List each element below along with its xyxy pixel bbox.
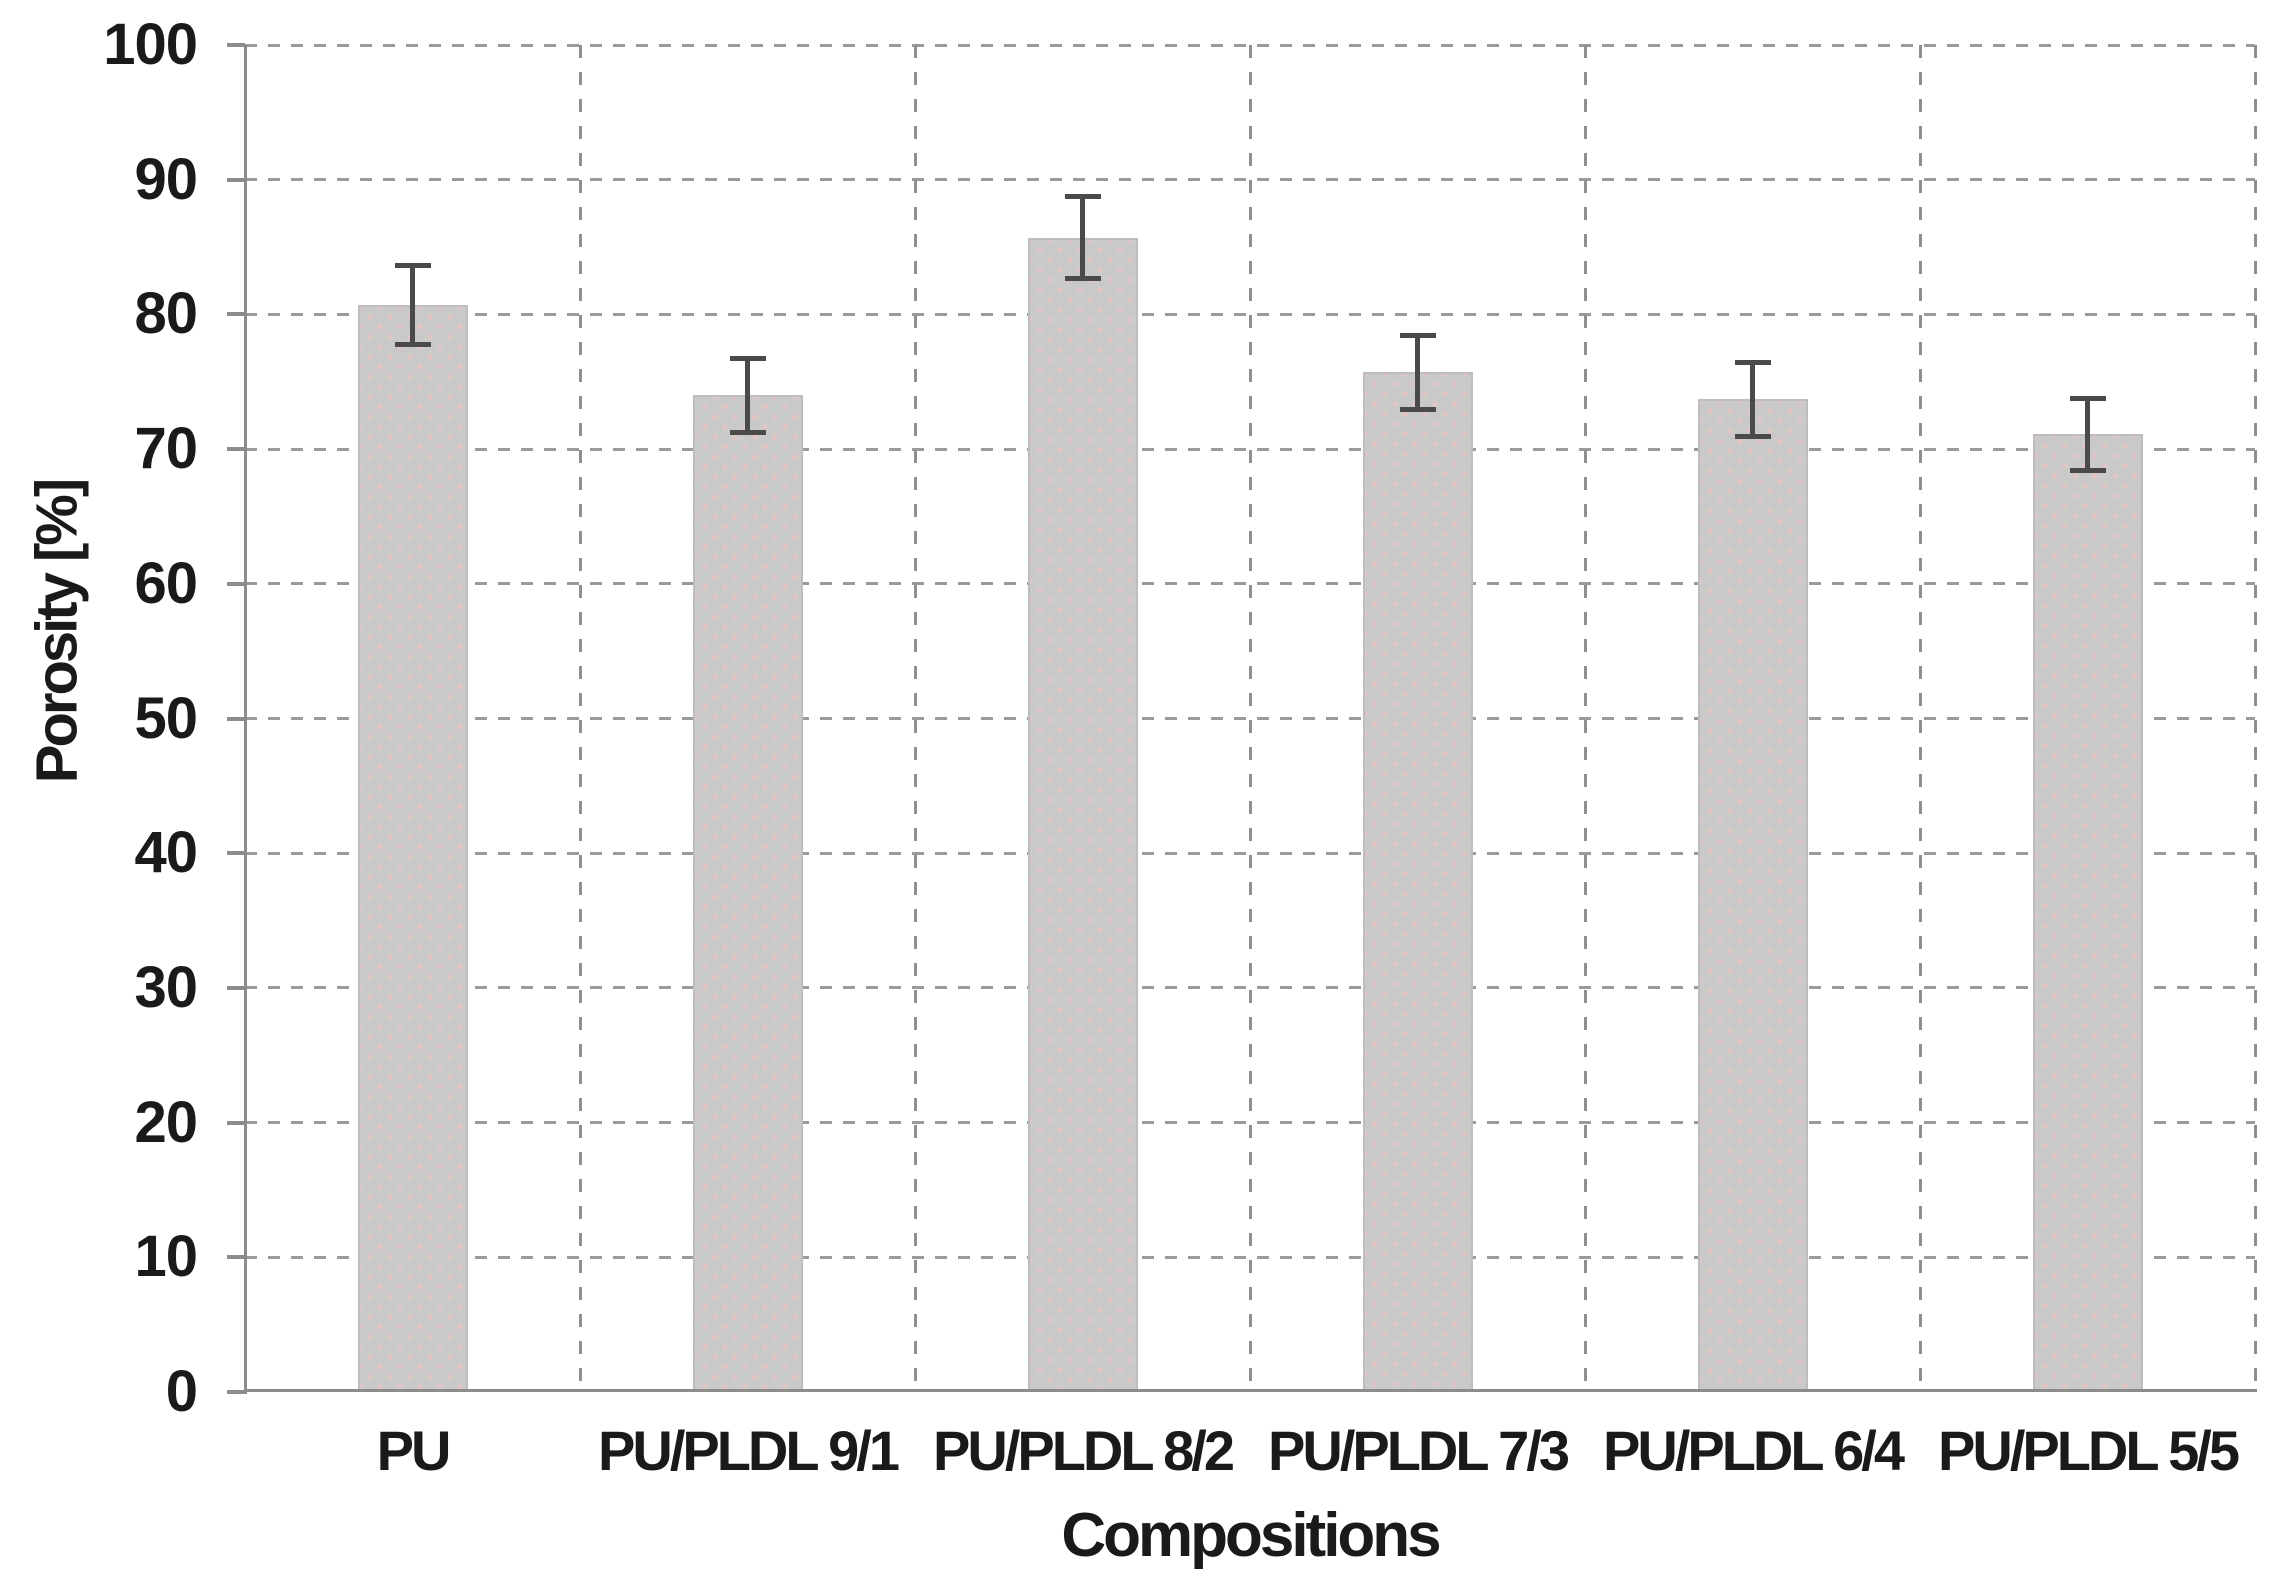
- error-bar-cap-bottom: [729, 429, 766, 435]
- x-tick-label: PU: [376, 1419, 452, 1482]
- y-tick-label: 20: [134, 1089, 198, 1155]
- error-bar-cap-bottom: [2069, 467, 2106, 473]
- error-bar-cap-top: [1734, 359, 1771, 365]
- y-tick-mark: [227, 1120, 245, 1125]
- y-tick-mark: [227, 581, 245, 586]
- x-tick-label: PU/PLDL 5/5: [1938, 1419, 2240, 1482]
- y-tick-mark: [227, 985, 245, 990]
- bar-pu: [357, 304, 468, 1392]
- plot-area: [243, 43, 2257, 1394]
- bar-pu-pldl-8-2: [1027, 237, 1138, 1392]
- error-bar-cap-top: [1064, 193, 1101, 199]
- x-axis-line: [243, 1389, 2257, 1392]
- gridline-vertical: [578, 45, 582, 1392]
- gridline-vertical: [1918, 45, 1922, 1392]
- error-bar-cap-bottom: [1064, 276, 1101, 282]
- y-tick-label: 60: [134, 550, 198, 616]
- gridline-vertical: [913, 45, 917, 1392]
- error-bar-line: [1080, 195, 1085, 280]
- x-axis-title: Compositions: [1061, 1501, 1441, 1570]
- error-bar-cap-bottom: [1734, 433, 1771, 439]
- y-tick-label: 0: [165, 1359, 198, 1424]
- error-bar-cap-top: [2069, 395, 2106, 401]
- error-bar-line: [745, 357, 750, 433]
- bar-pu-pldl-9-1: [692, 395, 803, 1392]
- error-bar-cap-top: [729, 355, 766, 361]
- y-tick-label: 30: [134, 954, 198, 1020]
- error-bar-line: [410, 264, 415, 346]
- y-tick-label: 90: [134, 146, 198, 212]
- y-tick-label: 80: [134, 281, 198, 347]
- gridline-vertical: [2253, 45, 2257, 1392]
- gridline-vertical: [1248, 45, 1252, 1392]
- bar-pu-pldl-6-4: [1697, 399, 1808, 1392]
- error-bar-cap-top: [1399, 332, 1436, 338]
- y-tick-label: 50: [134, 685, 198, 751]
- x-tick-label: PU/PLDL 7/3: [1268, 1419, 1570, 1482]
- y-tick-mark: [227, 447, 245, 452]
- error-bar-line: [1415, 334, 1420, 411]
- y-tick-mark: [227, 312, 245, 317]
- error-bar-line: [2085, 397, 2090, 471]
- bar-pu-pldl-5-5: [2032, 434, 2143, 1392]
- x-tick-label: PU/PLDL 8/2: [933, 1419, 1235, 1482]
- y-tick-mark: [227, 177, 245, 182]
- y-tick-label: 40: [134, 820, 198, 886]
- error-bar-cap-bottom: [1399, 407, 1436, 413]
- y-tick-label: 70: [134, 416, 198, 482]
- error-bar-line: [1750, 361, 1755, 437]
- y-tick-mark: [227, 716, 245, 721]
- y-tick-mark: [227, 43, 245, 47]
- y-tick-mark: [227, 851, 245, 856]
- x-tick-label: PU/PLDL 6/4: [1603, 1419, 1905, 1482]
- bar-pu-pldl-7-3: [1362, 372, 1473, 1392]
- y-tick-mark: [227, 1390, 245, 1394]
- y-tick-label: 10: [134, 1224, 198, 1290]
- y-tick-mark: [227, 1255, 245, 1260]
- x-tick-label: PU/PLDL 9/1: [598, 1419, 900, 1482]
- error-bar-cap-bottom: [394, 342, 431, 348]
- y-axis-line: [243, 45, 247, 1394]
- y-tick-label: 100: [103, 12, 198, 77]
- error-bar-cap-top: [394, 262, 431, 268]
- gridline-vertical: [1583, 45, 1587, 1392]
